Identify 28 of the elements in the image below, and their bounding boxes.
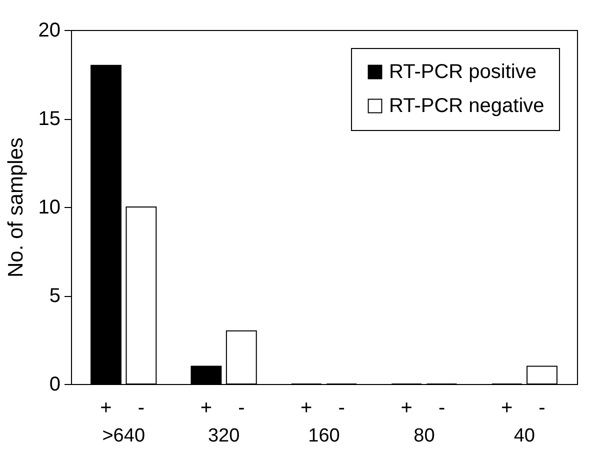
x-tick-label: 160 [308, 426, 340, 446]
x-tick-label: >640 [102, 426, 145, 446]
x-tick-label: 320 [208, 426, 240, 446]
text: - [438, 397, 446, 419]
bar [190, 366, 222, 384]
y-axis-title: No. of samples [4, 137, 28, 278]
legend-label: RT-PCR negative [389, 95, 544, 117]
text: + [200, 397, 212, 419]
y-tick-label: 10 [38, 196, 60, 218]
y-tick-label: 15 [38, 108, 60, 130]
bar [226, 330, 257, 384]
x-tick-label: 80 [414, 426, 435, 446]
bar [126, 206, 157, 384]
text: + [500, 397, 513, 419]
text: + [100, 397, 112, 419]
text: - [338, 397, 345, 419]
text: - [538, 397, 546, 419]
bar [526, 366, 558, 384]
bar [90, 64, 122, 384]
legend-label: RT-PCR positive [389, 61, 536, 83]
text: - [138, 397, 145, 419]
y-tick-label: 0 [49, 374, 60, 396]
y-tick-label: 20 [38, 20, 60, 42]
text: - [238, 397, 245, 419]
x-tick-label: 40 [514, 426, 535, 446]
y-tick-label: 5 [49, 285, 60, 307]
text: + [400, 397, 412, 419]
text: + [300, 397, 312, 419]
